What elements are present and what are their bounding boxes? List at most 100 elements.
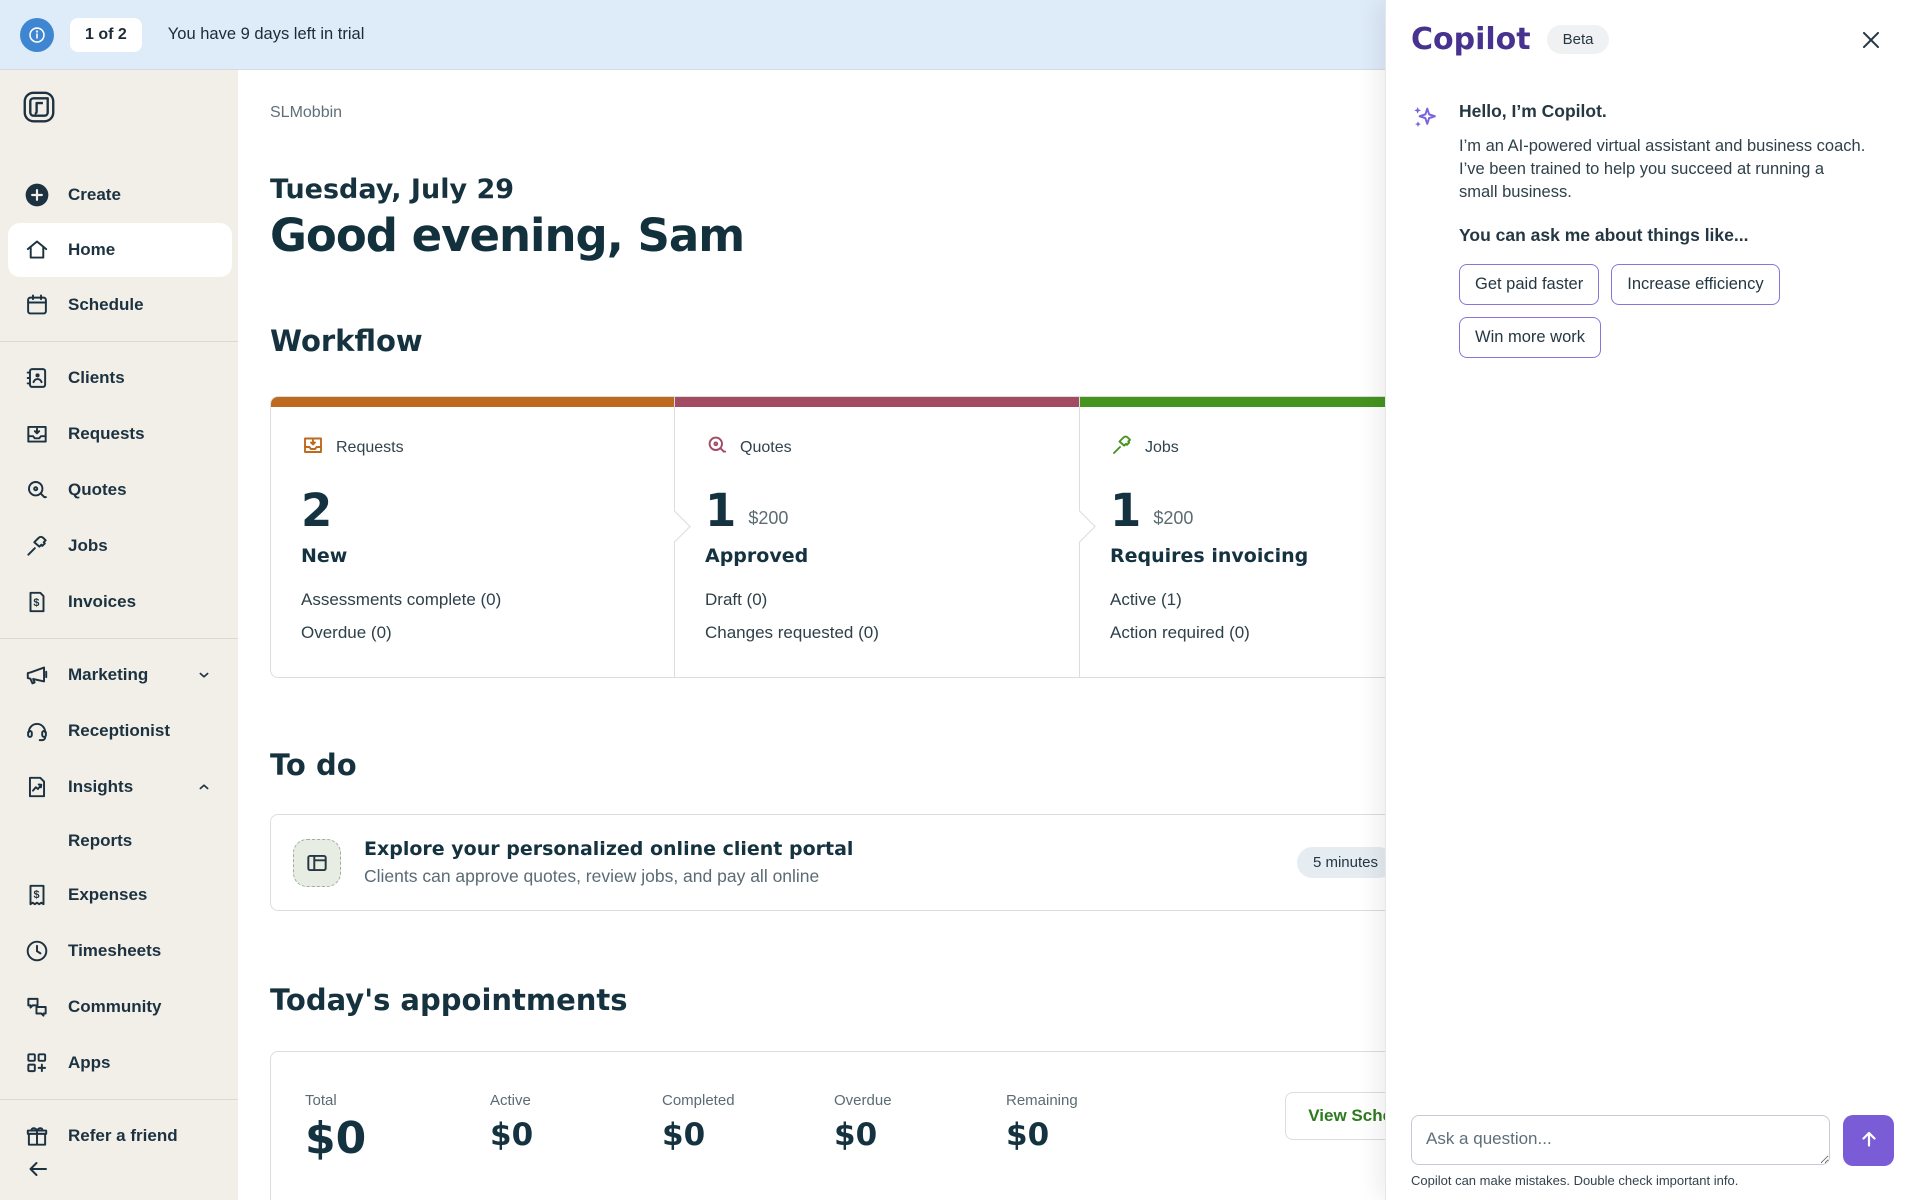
chevron-down-icon bbox=[196, 667, 212, 683]
todo-item-subtitle: Clients can approve quotes, review jobs,… bbox=[364, 866, 820, 887]
stat-completed: Completed $0 bbox=[662, 1092, 834, 1153]
sidebar-item-label: Schedule bbox=[68, 295, 144, 314]
sparkles-icon bbox=[1411, 103, 1441, 358]
card-count: 1 bbox=[705, 484, 737, 537]
sidebar-item-clients[interactable]: Clients bbox=[0, 350, 238, 406]
suggestion-win-more-work[interactable]: Win more work bbox=[1459, 317, 1602, 359]
sidebar-item-receptionist[interactable]: Receptionist bbox=[0, 703, 238, 759]
card-status: New bbox=[301, 545, 348, 567]
sidebar-item-label: Quotes bbox=[68, 480, 127, 499]
date-heading: Tuesday, July 29 bbox=[270, 174, 515, 205]
stat-remaining: Remaining $0 bbox=[1006, 1092, 1178, 1153]
card-line[interactable]: Changes requested (0) bbox=[705, 623, 879, 643]
greeting-heading: Good evening, Sam bbox=[270, 209, 745, 262]
sidebar-item-label: Receptionist bbox=[68, 721, 171, 740]
card-label: Requests bbox=[336, 438, 404, 456]
sidebar-item-home[interactable]: Home bbox=[8, 223, 232, 277]
stat-total: Total $0 bbox=[305, 1092, 490, 1164]
workflow-card-quotes[interactable]: Quotes 1 $200 Approved Draft (0) Changes… bbox=[675, 396, 1096, 679]
todo-duration-badge: 5 minutes bbox=[1296, 847, 1394, 879]
sidebar-divider bbox=[0, 638, 238, 639]
card-count: 2 bbox=[301, 484, 333, 537]
megaphone-icon bbox=[24, 662, 50, 688]
sidebar-divider bbox=[0, 341, 238, 342]
sidebar-item-label: Clients bbox=[68, 368, 125, 387]
sidebar-item-apps[interactable]: Apps bbox=[0, 1035, 238, 1091]
card-status: Approved bbox=[705, 545, 809, 567]
sidebar-item-reports[interactable]: Reports bbox=[0, 815, 238, 867]
arrow-left-icon bbox=[26, 1157, 50, 1186]
stat-value: $0 bbox=[490, 1117, 534, 1154]
stat-value: $0 bbox=[305, 1113, 367, 1165]
send-button[interactable] bbox=[1843, 1115, 1894, 1166]
stat-label: Remaining bbox=[1006, 1092, 1078, 1110]
beta-badge: Beta bbox=[1546, 25, 1610, 54]
inbox-icon bbox=[24, 421, 50, 447]
copilot-prompt-header: You can ask me about things like... bbox=[1459, 225, 1749, 246]
sidebar-item-insights[interactable]: Insights bbox=[0, 759, 238, 815]
stat-label: Total bbox=[305, 1092, 337, 1110]
card-status: Requires invoicing bbox=[1110, 545, 1309, 567]
jobber-logo-icon bbox=[20, 88, 238, 131]
workflow-cards: Requests 2 New Assessments complete (0) … bbox=[270, 396, 1485, 679]
sidebar-item-expenses[interactable]: $ Expenses bbox=[0, 867, 238, 923]
sidebar-item-timesheets[interactable]: Timesheets bbox=[0, 923, 238, 979]
copilot-panel: Copilot Beta Hello, I’m Copilot. I’m an … bbox=[1385, 0, 1920, 1200]
card-count: 1 bbox=[1110, 484, 1142, 537]
card-line[interactable]: Action required (0) bbox=[1110, 623, 1250, 643]
sidebar-item-label: Expenses bbox=[68, 885, 148, 904]
stat-value: $0 bbox=[834, 1117, 878, 1154]
sidebar-item-label: Jobs bbox=[68, 536, 108, 555]
clock-icon bbox=[24, 938, 50, 964]
calendar-icon bbox=[24, 292, 50, 318]
suggestion-buttons: Get paid faster Increase efficiency Win … bbox=[1459, 264, 1867, 359]
sidebar-item-label: Reports bbox=[68, 831, 133, 850]
close-icon[interactable] bbox=[1854, 23, 1888, 57]
apps-grid-icon bbox=[24, 1050, 50, 1076]
sidebar-item-refer-a-friend[interactable]: Refer a friend bbox=[0, 1108, 238, 1152]
sidebar-item-create[interactable]: Create bbox=[0, 167, 238, 223]
card-line[interactable]: Active (1) bbox=[1110, 590, 1182, 609]
sidebar-item-label: Home bbox=[68, 240, 116, 259]
trial-step-badge: 1 of 2 bbox=[70, 17, 142, 52]
suggestion-increase-efficiency[interactable]: Increase efficiency bbox=[1611, 264, 1780, 306]
sidebar-item-jobs[interactable]: Jobs bbox=[0, 518, 238, 574]
workflow-card-requests[interactable]: Requests 2 New Assessments complete (0) … bbox=[270, 396, 691, 679]
sidebar-item-schedule[interactable]: Schedule bbox=[0, 277, 238, 333]
sidebar-item-community[interactable]: Community bbox=[0, 979, 238, 1035]
suggestion-get-paid-faster[interactable]: Get paid faster bbox=[1459, 264, 1600, 306]
breadcrumb: SLMobbin bbox=[270, 104, 343, 121]
sidebar-item-marketing[interactable]: Marketing bbox=[0, 647, 238, 703]
info-icon bbox=[20, 17, 54, 52]
ask-question-input[interactable] bbox=[1411, 1115, 1830, 1165]
card-color-bar bbox=[675, 397, 1079, 407]
sidebar-item-label: Refer a friend bbox=[68, 1126, 178, 1145]
sidebar-item-label: Apps bbox=[68, 1053, 111, 1072]
sidebar-item-label: Timesheets bbox=[68, 941, 162, 960]
sidebar-divider bbox=[0, 1099, 238, 1100]
hammer-icon bbox=[1110, 433, 1134, 462]
sidebar-item-label: Requests bbox=[68, 424, 145, 443]
card-line[interactable]: Assessments complete (0) bbox=[301, 590, 502, 609]
sidebar-item-invoices[interactable]: $ Invoices bbox=[0, 574, 238, 630]
tape-measure-icon bbox=[24, 477, 50, 503]
card-line[interactable]: Overdue (0) bbox=[301, 623, 392, 643]
card-amount: $200 bbox=[1153, 508, 1194, 528]
invoice-icon: $ bbox=[24, 589, 50, 615]
stat-label: Overdue bbox=[834, 1092, 892, 1110]
copilot-title: Copilot bbox=[1411, 22, 1531, 57]
home-icon bbox=[24, 237, 50, 263]
chat-bubbles-icon bbox=[24, 994, 50, 1020]
sidebar-item-requests[interactable]: Requests bbox=[0, 406, 238, 462]
collapse-sidebar-button[interactable] bbox=[0, 1152, 238, 1200]
stat-value: $0 bbox=[662, 1117, 706, 1154]
copilot-disclaimer: Copilot can make mistakes. Double check … bbox=[1411, 1173, 1739, 1188]
sidebar-nav: Create Home Schedule bbox=[0, 167, 238, 1152]
client-portal-icon bbox=[293, 838, 341, 887]
sidebar-item-quotes[interactable]: Quotes bbox=[0, 462, 238, 518]
sidebar: Create Home Schedule bbox=[0, 70, 238, 1200]
card-line[interactable]: Draft (0) bbox=[705, 590, 768, 609]
todo-item[interactable]: Explore your personalized online client … bbox=[270, 814, 1485, 912]
appointments-card: Total $0 Active $0 Completed $0 Overdue … bbox=[270, 1051, 1485, 1200]
